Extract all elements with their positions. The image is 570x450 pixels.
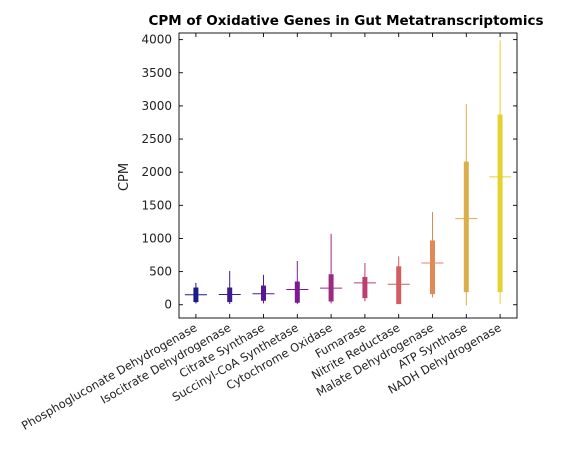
- chart-title: CPM of Oxidative Genes in Gut Metatransc…: [148, 13, 543, 29]
- box-body: [261, 285, 266, 301]
- box-body: [294, 281, 300, 303]
- y-tick-label: 2000: [141, 165, 172, 179]
- plot-frame: [178, 32, 518, 319]
- y-tick-label: 2500: [141, 132, 172, 146]
- y-tick-label: 0: [164, 298, 172, 312]
- box-6: [353, 262, 376, 302]
- y-tick-label: 3500: [141, 66, 172, 80]
- y-tick-label: 3000: [141, 99, 172, 113]
- y-tick-label: 4000: [141, 33, 172, 47]
- y-tick-label: 500: [149, 265, 172, 279]
- box-2: [218, 270, 241, 305]
- box-10: [489, 40, 512, 305]
- box-8: [421, 211, 444, 298]
- y-tick-label: 1000: [141, 231, 172, 245]
- y-axis: 0 500 1000 1500 2000 2500 3000 3500 4000: [141, 33, 517, 312]
- box-3: [252, 274, 275, 304]
- y-tick-label: 1500: [141, 198, 172, 212]
- box-body: [497, 114, 503, 293]
- x-axis: Phosphogluconate DehydrogenaseIsocitrate…: [19, 33, 504, 433]
- box-9: [455, 103, 478, 306]
- x-tick-label: Phosphogluconate Dehydrogenase: [19, 320, 199, 432]
- box-body: [396, 266, 402, 305]
- box-body: [362, 276, 368, 299]
- box-5: [320, 233, 343, 304]
- y-axis-label: CPM: [117, 163, 132, 191]
- box-4: [286, 261, 309, 305]
- box-1: [184, 282, 207, 304]
- box-body: [430, 240, 435, 295]
- box-7: [387, 256, 410, 305]
- box-series: [184, 40, 512, 306]
- box-body: [463, 161, 469, 293]
